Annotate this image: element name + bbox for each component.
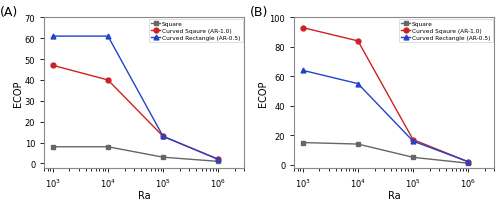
Curved Rectangle (AR-0.5) <box>105 36 111 38</box>
Y-axis label: ECOP: ECOP <box>258 80 268 106</box>
Curved Rectangle (AR-0.5) <box>160 135 166 138</box>
X-axis label: Ra: Ra <box>138 191 150 200</box>
Line: Curved Rectangle (AR-0.5): Curved Rectangle (AR-0.5) <box>300 69 470 164</box>
Curved Sqaure (AR-1.0) <box>215 158 221 161</box>
Square <box>355 143 361 146</box>
Curved Rectangle (AR-0.5) <box>465 161 471 163</box>
Curved Rectangle (AR-0.5) <box>300 70 306 72</box>
Curved Sqaure (AR-1.0) <box>465 161 471 163</box>
Legend: Square, Curved Sqaure (AR-1.0), Curved Rectangle (AR-0.5): Square, Curved Sqaure (AR-1.0), Curved R… <box>149 20 242 43</box>
Square <box>215 160 221 163</box>
Curved Sqaure (AR-1.0) <box>355 40 361 43</box>
Line: Square: Square <box>50 145 220 164</box>
Square <box>50 146 56 148</box>
Square <box>105 146 111 148</box>
Curved Sqaure (AR-1.0) <box>105 79 111 82</box>
Square <box>410 156 416 159</box>
Text: (B): (B) <box>250 6 268 19</box>
Line: Curved Sqaure (AR-1.0): Curved Sqaure (AR-1.0) <box>300 26 470 164</box>
Curved Rectangle (AR-0.5) <box>410 140 416 143</box>
Line: Square: Square <box>300 140 470 166</box>
Text: (A): (A) <box>0 6 18 19</box>
Square <box>160 156 166 159</box>
Curved Sqaure (AR-1.0) <box>300 27 306 30</box>
Line: Curved Sqaure (AR-1.0): Curved Sqaure (AR-1.0) <box>50 64 220 162</box>
Legend: Square, Curved Sqaure (AR-1.0), Curved Rectangle (AR-0.5): Square, Curved Sqaure (AR-1.0), Curved R… <box>399 20 492 43</box>
Curved Sqaure (AR-1.0) <box>50 65 56 67</box>
Curved Rectangle (AR-0.5) <box>355 83 361 85</box>
Curved Sqaure (AR-1.0) <box>160 135 166 138</box>
Curved Rectangle (AR-0.5) <box>50 36 56 38</box>
X-axis label: Ra: Ra <box>388 191 400 200</box>
Square <box>300 142 306 144</box>
Line: Curved Rectangle (AR-0.5): Curved Rectangle (AR-0.5) <box>50 34 220 162</box>
Curved Rectangle (AR-0.5) <box>215 158 221 161</box>
Square <box>465 162 471 165</box>
Curved Sqaure (AR-1.0) <box>410 139 416 141</box>
Y-axis label: ECOP: ECOP <box>14 80 24 106</box>
